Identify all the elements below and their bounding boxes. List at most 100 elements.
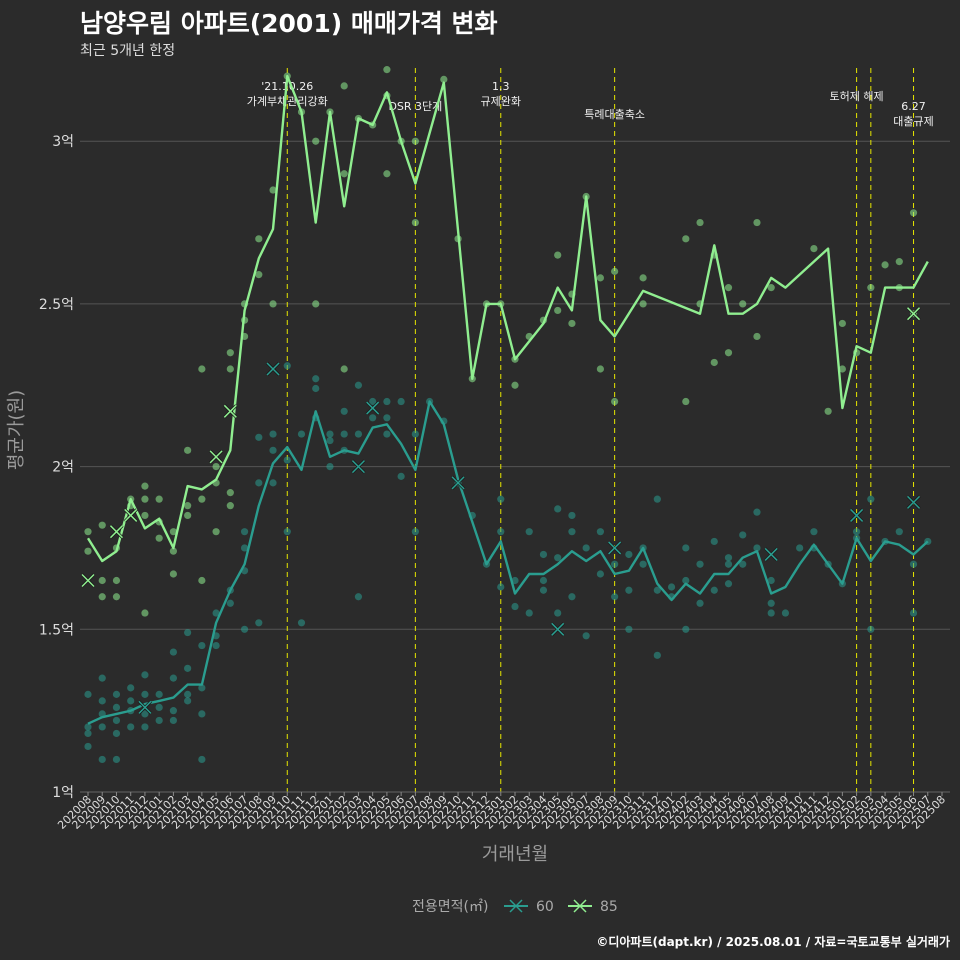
point-85 xyxy=(84,528,92,536)
legend-label: 85 xyxy=(600,899,618,915)
point-60 xyxy=(582,632,590,640)
point-85 xyxy=(767,284,775,292)
x-marker-stroke xyxy=(209,450,223,464)
point-85 xyxy=(98,593,106,601)
point-60 xyxy=(112,729,121,738)
point-85 xyxy=(340,170,348,178)
x-marker-stroke xyxy=(351,460,365,474)
point-60 xyxy=(497,528,505,536)
point-60 xyxy=(397,472,405,480)
point-85 xyxy=(198,365,206,373)
y-tick-label: 1.5억 xyxy=(39,622,74,638)
point-60 xyxy=(354,430,363,438)
point-60 xyxy=(112,703,121,711)
point-60 xyxy=(112,690,121,698)
point-60 xyxy=(212,609,220,617)
point-85 xyxy=(169,528,177,536)
point-60 xyxy=(141,690,149,698)
point-60 xyxy=(283,528,291,536)
point-85 xyxy=(611,397,619,406)
x-marker-85 xyxy=(123,508,138,523)
point-85 xyxy=(312,300,320,308)
point-60 xyxy=(611,593,619,601)
point-60 xyxy=(539,576,548,585)
point-60 xyxy=(269,430,277,438)
y-tick-label: 3억 xyxy=(52,134,74,150)
point-85 xyxy=(141,609,149,617)
x-marker-85 xyxy=(80,573,96,588)
x-marker-85 xyxy=(209,449,224,464)
point-60 xyxy=(724,560,733,568)
point-85 xyxy=(881,261,889,269)
point-60 xyxy=(411,528,419,536)
point-85 xyxy=(810,244,818,253)
point-60 xyxy=(383,414,391,422)
x-marker-stroke xyxy=(109,525,123,539)
point-60 xyxy=(767,599,775,607)
event-label: DSR 3단계 xyxy=(388,100,442,113)
x-marker-stroke xyxy=(451,476,465,490)
point-60 xyxy=(753,508,761,516)
point-60 xyxy=(155,690,163,698)
point-60 xyxy=(625,550,633,559)
point-60 xyxy=(696,560,704,568)
legend-swatch-x xyxy=(509,899,523,913)
point-60 xyxy=(525,528,533,536)
point-60 xyxy=(596,528,605,536)
y-axis-title: 평균가(원) xyxy=(6,390,27,470)
point-60 xyxy=(497,583,505,591)
point-85 xyxy=(269,186,277,194)
point-85 xyxy=(340,365,348,373)
point-60 xyxy=(525,609,533,617)
transaction-points xyxy=(84,66,932,764)
point-85 xyxy=(312,137,320,145)
point-60 xyxy=(184,664,192,672)
point-85 xyxy=(226,502,234,510)
point-60 xyxy=(84,723,92,731)
point-60 xyxy=(625,625,633,633)
point-85 xyxy=(411,218,419,227)
point-60 xyxy=(84,690,92,698)
point-60 xyxy=(710,537,718,546)
chart-subtitle: 최근 5개년 한정 xyxy=(80,43,176,59)
point-60 xyxy=(568,593,576,601)
point-60 xyxy=(84,729,92,738)
point-60 xyxy=(369,397,377,406)
point-85 xyxy=(824,407,832,415)
point-85 xyxy=(383,66,391,74)
point-85 xyxy=(198,576,206,585)
point-60 xyxy=(554,505,562,513)
point-60 xyxy=(511,576,519,585)
point-60 xyxy=(240,625,249,633)
x-marker-85 xyxy=(906,306,921,321)
point-60 xyxy=(141,671,149,679)
point-85 xyxy=(895,258,903,266)
point-60 xyxy=(710,586,718,594)
point-60 xyxy=(141,710,149,718)
point-85 xyxy=(212,528,220,536)
x-marker-stroke xyxy=(81,573,95,588)
x-marker-60 xyxy=(265,361,281,377)
point-60 xyxy=(169,716,177,725)
y-tick-label: 2억 xyxy=(52,460,74,476)
x-marker-60 xyxy=(849,508,864,523)
point-60 xyxy=(653,586,661,594)
point-60 xyxy=(184,697,192,705)
event-label: 특례대출축소 xyxy=(584,108,645,121)
x-marker-60 xyxy=(906,495,921,510)
point-85 xyxy=(84,547,92,555)
x-marker-60 xyxy=(451,475,466,490)
point-85 xyxy=(596,274,605,282)
point-85 xyxy=(184,446,192,454)
x-marker-60 xyxy=(365,400,380,416)
point-60 xyxy=(354,593,363,601)
point-60 xyxy=(682,544,690,552)
point-60 xyxy=(326,430,334,438)
point-60 xyxy=(141,723,149,731)
point-60 xyxy=(909,609,918,617)
point-60 xyxy=(667,583,676,591)
x-marker-85 xyxy=(109,524,124,539)
point-85 xyxy=(554,306,562,315)
point-60 xyxy=(198,710,206,718)
point-60 xyxy=(539,586,548,594)
